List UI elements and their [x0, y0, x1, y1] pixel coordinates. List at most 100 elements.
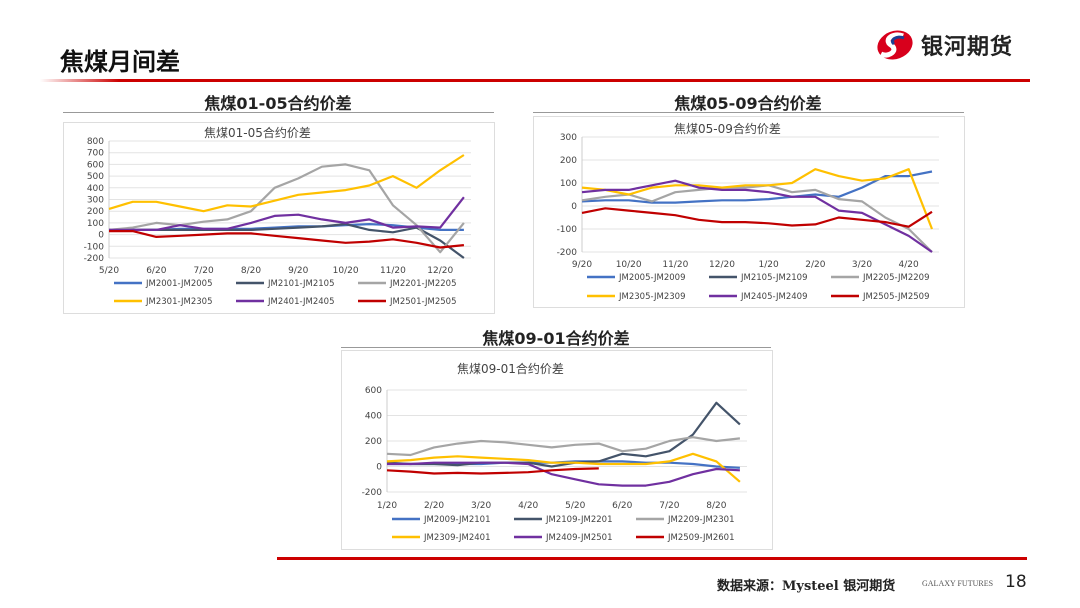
page-number: 18	[1005, 572, 1027, 592]
section-title-09-01: 焦煤09-01合约价差	[482, 329, 630, 348]
series-line-JM2409-JM2501	[387, 461, 740, 487]
y-tick-label: -100	[84, 242, 105, 252]
chart-01-05: 焦煤01-05合约价差 -200 -100 0 100 200 300 400 500 600 70…	[63, 122, 495, 314]
series-line-JM2201-JM2205	[108, 163, 465, 254]
x-tick-label: 1/20	[377, 501, 397, 511]
logo: 银河期货	[875, 28, 1013, 62]
legend-label: JM2301-JM2305	[145, 297, 213, 307]
x-tick-label: 7/20	[659, 501, 679, 511]
x-tick-label: 10/20	[616, 260, 642, 270]
x-tick-label: 7/20	[194, 266, 214, 276]
y-tick-label: -200	[84, 254, 105, 264]
y-tick-label: 600	[365, 386, 382, 396]
y-tick-label: -200	[557, 248, 578, 258]
series-line-JM2305-JM2309	[581, 168, 934, 230]
legend-label: JM2309-JM2401	[423, 533, 491, 543]
legend-label: JM2105-JM2109	[740, 273, 808, 283]
y-tick-label: 800	[87, 137, 104, 147]
series-line-JM2205-JM2209	[581, 184, 933, 253]
legend-label: JM2509-JM2601	[667, 533, 735, 543]
y-tick-label: 0	[571, 202, 577, 212]
x-tick-label: 6/20	[146, 266, 166, 276]
page-title: 焦煤月间差	[60, 48, 180, 76]
chart-title: 焦煤01-05合约价差	[204, 125, 311, 140]
chart-title: 焦煤09-01合约价差	[457, 361, 564, 376]
x-tick-label: 2/20	[805, 260, 825, 270]
legend-label: JM2001-JM2005	[145, 279, 213, 289]
y-tick-label: 400	[365, 412, 382, 422]
x-tick-label: 9/20	[572, 260, 592, 270]
legend-label: JM2209-JM2301	[667, 515, 735, 525]
footer-divider	[277, 557, 1027, 560]
x-tick-label: 11/20	[380, 266, 406, 276]
footer-brand: GALAXY FUTURES	[922, 579, 994, 588]
legend-label: JM2405-JM2409	[740, 292, 808, 302]
chart-title: 焦煤05-09合约价差	[674, 121, 781, 136]
chart-05-09: 焦煤05-09合约价差 -200 -100 0 100 200 300 9/20 10/20 11…	[533, 116, 965, 308]
x-tick-label: 3/20	[852, 260, 872, 270]
y-tick-label: 100	[560, 179, 577, 189]
series-line-JM2209-JM2301	[386, 436, 741, 457]
section-divider	[63, 112, 494, 113]
y-tick-label: 700	[87, 149, 104, 159]
series-line-JM2101-JM2105	[109, 223, 465, 259]
legend-label: JM2005-JM2009	[618, 273, 686, 283]
section-divider	[341, 347, 771, 348]
series-line-JM2401-JM2405	[109, 196, 465, 231]
x-tick-label: 3/20	[471, 501, 491, 511]
legend-label: JM2101-JM2105	[267, 279, 335, 289]
y-tick-label: 0	[98, 231, 104, 241]
legend-label: JM2205-JM2209	[862, 273, 930, 283]
data-source: 数据来源：Mysteel 银河期货	[717, 579, 896, 594]
x-tick-label: 5/20	[99, 266, 119, 276]
y-tick-label: 200	[87, 207, 104, 217]
x-tick-label: 1/20	[759, 260, 779, 270]
x-tick-label: 5/20	[565, 501, 585, 511]
y-tick-label: 600	[87, 160, 104, 170]
series-line-JM2301-JM2305	[108, 154, 465, 213]
legend-label: JM2305-JM2309	[618, 292, 686, 302]
y-tick-label: 200	[560, 156, 577, 166]
legend-label: JM2501-JM2505	[389, 297, 457, 307]
legend-label: JM2009-JM2101	[423, 515, 491, 525]
legend-label: JM2201-JM2205	[389, 279, 457, 289]
series-line-JM2005-JM2009	[581, 170, 933, 204]
series-line-JM2501-JM2505	[109, 230, 465, 249]
y-tick-label: 100	[87, 219, 104, 229]
section-title-01-05: 焦煤01-05合约价差	[204, 94, 352, 113]
y-tick-label: 200	[365, 437, 382, 447]
y-tick-label: 300	[560, 133, 577, 143]
section-title-05-09: 焦煤05-09合约价差	[674, 94, 822, 113]
x-tick-label: 12/20	[709, 260, 735, 270]
series-line-JM2309-JM2401	[386, 452, 741, 483]
x-tick-label: 6/20	[612, 501, 632, 511]
x-tick-label: 8/20	[706, 501, 726, 511]
header-divider	[40, 79, 1030, 82]
series-line-JM2509-JM2601	[386, 467, 599, 475]
x-tick-label: 8/20	[241, 266, 261, 276]
x-tick-label: 12/20	[427, 266, 453, 276]
y-tick-label: 300	[87, 196, 104, 206]
x-tick-label: 4/20	[899, 260, 919, 270]
series-line-JM2505-JM2509	[581, 207, 933, 228]
galaxy-logo-icon	[877, 30, 913, 60]
legend-label: JM2505-JM2509	[862, 292, 930, 302]
chart-09-01: 焦煤09-01合约价差 -200 0 200 400 600 1/20 2/20 3/20 4/2…	[341, 350, 773, 550]
series-line-JM2109-JM2201	[386, 401, 741, 468]
y-tick-label: -100	[557, 225, 578, 235]
legend-label: JM2401-JM2405	[267, 297, 335, 307]
series-line-JM2405-JM2409	[581, 179, 933, 253]
x-tick-label: 2/20	[424, 501, 444, 511]
x-tick-label: 11/20	[662, 260, 688, 270]
x-tick-label: 10/20	[333, 266, 359, 276]
x-tick-label: 9/20	[288, 266, 308, 276]
legend-label: JM2109-JM2201	[545, 515, 613, 525]
section-divider	[533, 112, 964, 113]
x-tick-label: 4/20	[518, 501, 538, 511]
y-tick-label: -200	[362, 488, 383, 498]
y-tick-label: 400	[87, 184, 104, 194]
logo-text: 银河期货	[921, 35, 1014, 60]
y-tick-label: 500	[87, 172, 104, 182]
legend-label: JM2409-JM2501	[545, 533, 613, 543]
